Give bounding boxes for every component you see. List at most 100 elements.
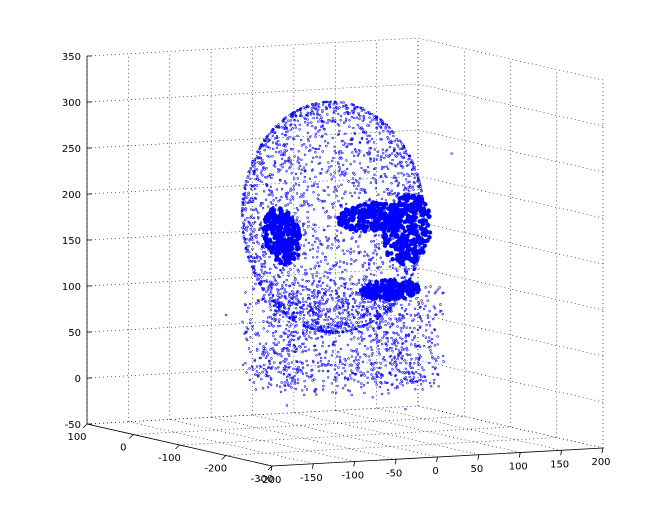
data-point <box>387 125 390 129</box>
data-point <box>375 116 379 119</box>
data-point-left-eye <box>277 246 282 252</box>
data-point <box>375 253 379 256</box>
data-point <box>353 173 356 176</box>
data-point <box>314 328 317 331</box>
data-point <box>354 299 357 302</box>
data-point <box>417 344 421 347</box>
data-point <box>271 141 275 144</box>
data-point <box>390 189 393 193</box>
data-point <box>330 165 333 168</box>
data-point <box>257 334 261 337</box>
data-point <box>346 249 349 253</box>
data-point <box>295 290 299 293</box>
data-point <box>408 303 411 306</box>
data-point <box>397 317 401 320</box>
data-point <box>291 331 294 334</box>
data-point <box>315 321 318 325</box>
data-point <box>338 265 341 269</box>
data-point <box>327 193 330 197</box>
data-point <box>336 123 339 126</box>
data-point <box>432 382 436 385</box>
data-point <box>402 183 405 187</box>
data-point <box>286 336 290 339</box>
data-point <box>363 188 367 192</box>
data-point <box>375 118 379 122</box>
data-point-right-eye <box>411 213 417 218</box>
data-point <box>346 107 349 110</box>
data-point <box>306 364 309 367</box>
data-point <box>290 323 293 326</box>
data-point <box>291 148 294 151</box>
data-point <box>388 260 392 263</box>
data-point <box>334 283 337 286</box>
data-point <box>345 299 348 302</box>
data-point <box>340 140 343 143</box>
data-point <box>302 329 305 332</box>
data-point <box>314 126 317 129</box>
data-point <box>340 284 343 288</box>
data-point <box>277 288 280 292</box>
data-point <box>302 313 306 317</box>
data-point <box>330 364 333 367</box>
data-point <box>334 305 337 308</box>
data-point <box>267 382 271 385</box>
data-point <box>313 378 316 381</box>
data-point <box>303 334 306 337</box>
data-point <box>413 343 417 346</box>
data-point <box>375 322 378 325</box>
data-point-left-eye <box>286 236 292 242</box>
data-point <box>244 187 247 191</box>
data-point <box>402 321 405 325</box>
data-point <box>294 320 298 324</box>
data-point <box>295 207 299 210</box>
data-point-right-eye <box>374 227 380 232</box>
data-point <box>396 145 400 148</box>
data-point <box>410 343 413 346</box>
data-point <box>434 290 438 293</box>
data-point <box>289 124 292 127</box>
data-point <box>285 142 288 146</box>
data-point <box>314 318 317 322</box>
data-point <box>303 385 307 388</box>
data-point <box>306 325 309 328</box>
z-tick-label: -50 <box>65 420 81 431</box>
data-point-left-eye <box>264 231 269 237</box>
data-point <box>311 276 315 279</box>
data-point <box>450 152 453 155</box>
data-point <box>439 303 442 306</box>
data-point <box>327 344 331 348</box>
data-point <box>312 228 315 231</box>
data-point <box>246 327 250 331</box>
data-point <box>358 140 361 144</box>
data-point <box>264 356 268 360</box>
data-point <box>313 103 316 106</box>
data-point <box>362 305 366 308</box>
data-point <box>275 196 278 200</box>
data-point <box>249 166 252 170</box>
data-point <box>359 370 362 374</box>
data-point <box>353 154 356 158</box>
data-point <box>277 307 281 310</box>
data-point <box>402 156 406 160</box>
data-point <box>414 263 417 267</box>
data-point <box>357 149 361 152</box>
data-point <box>341 311 344 315</box>
data-point <box>274 330 277 333</box>
data-point <box>260 143 263 147</box>
data-point <box>428 339 432 342</box>
data-point <box>302 317 305 320</box>
data-point <box>255 157 258 160</box>
data-point <box>336 239 340 242</box>
data-point <box>404 376 408 379</box>
data-point <box>306 216 309 219</box>
data-point <box>335 379 338 382</box>
data-point <box>371 256 375 259</box>
data-point <box>296 311 299 315</box>
data-point <box>248 172 252 175</box>
data-point <box>372 328 375 331</box>
data-point <box>286 381 289 384</box>
data-point <box>344 384 347 387</box>
data-point <box>409 379 413 382</box>
data-point <box>307 280 310 283</box>
